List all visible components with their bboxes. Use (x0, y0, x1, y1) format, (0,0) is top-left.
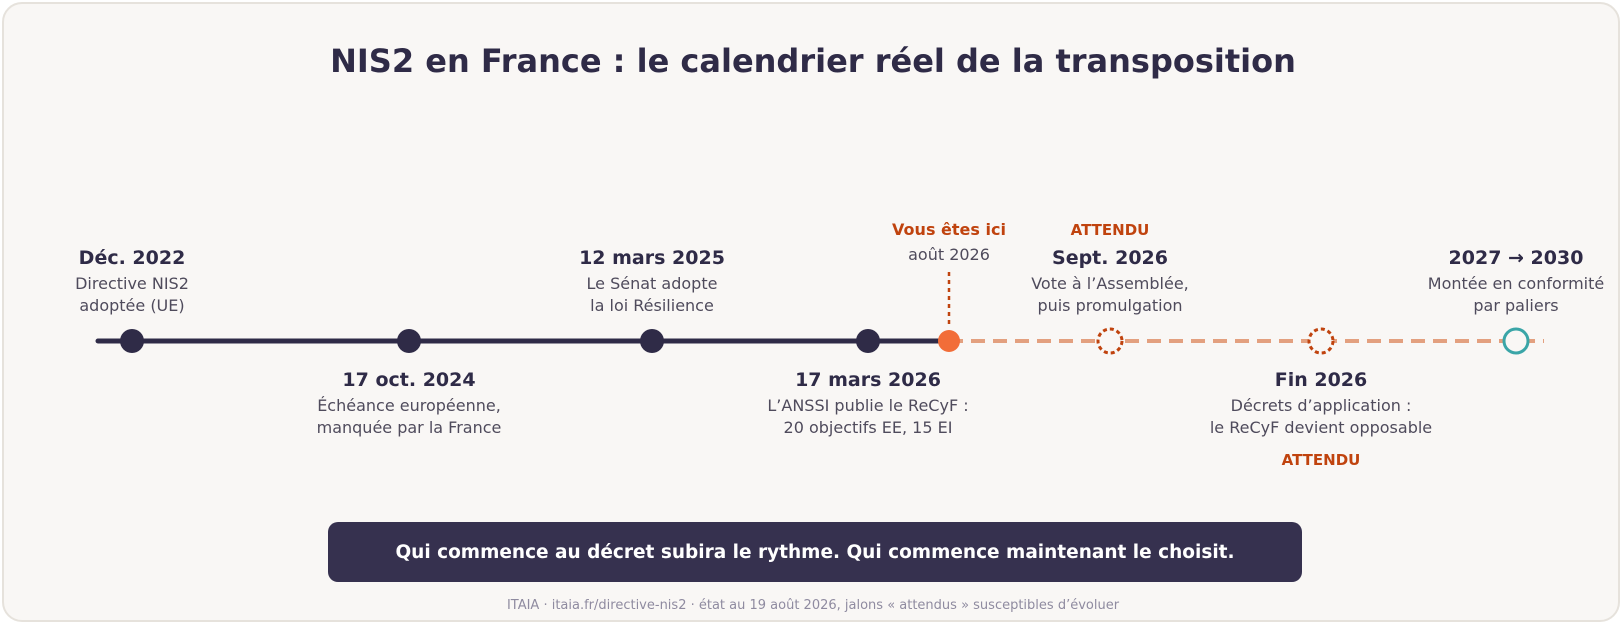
milestone: Fin 2026 Décrets d’application : le ReCyF… (1171, 369, 1471, 469)
footer-note: ITAIA · itaia.fr/directive-nis2 · état a… (506, 598, 1120, 613)
milestone-date: Déc. 2022 (78, 247, 186, 269)
here-date: août 2026 (908, 245, 990, 264)
milestone-dot-expected (1096, 327, 1124, 355)
milestone: 2027 → 2030 Montée en conformité par pali… (1366, 247, 1624, 317)
milestone-description: Montée en conformité par paliers (1427, 274, 1605, 315)
call-to-action-banner: Qui commence au décret subira le rythme.… (328, 522, 1302, 582)
milestone-description: Directive NIS2 adoptée (UE) (75, 274, 189, 315)
page-title: NIS2 en France : le calendrier réel de l… (330, 42, 1296, 80)
milestone-date: 12 mars 2025 (579, 247, 725, 269)
milestone-dot-expected (1307, 327, 1335, 355)
milestone: Déc. 2022 Directive NIS2 adoptée (UE) (0, 247, 282, 317)
milestone-description: L’ANSSI publie le ReCyF : 20 objectifs E… (767, 396, 969, 437)
timeline-track (95, 272, 1544, 355)
milestone-date: Fin 2026 (1274, 369, 1368, 391)
milestone-dot-final (1502, 327, 1530, 355)
milestone: 17 mars 2026 L’ANSSI publie le ReCyF : 20… (718, 369, 1018, 439)
milestone-dot-done (640, 329, 664, 353)
milestone-date: 17 mars 2026 (795, 369, 941, 391)
milestone-status-badge: ATTENDU (1070, 221, 1150, 239)
milestone-date: 2027 → 2030 (1448, 247, 1584, 269)
timeline-card: NIS2 en France : le calendrier réel de l… (2, 2, 1620, 622)
milestone: 12 mars 2025 Le Sénat adopte la loi Résil… (502, 247, 802, 317)
milestone-description: Décrets d’application : le ReCyF devient… (1209, 396, 1433, 437)
here-label: Vous êtes ici (892, 220, 1006, 239)
milestone-description: Vote à l’Assemblée, puis promulgation (1031, 274, 1189, 315)
milestone-dot-done (397, 329, 421, 353)
milestone-description: Le Sénat adopte la loi Résilience (586, 274, 718, 315)
milestone-status-badge: ATTENDU (1281, 451, 1361, 469)
milestone-dot-done (120, 329, 144, 353)
milestone-dot-done (856, 329, 880, 353)
milestone-date: 17 oct. 2024 (342, 369, 476, 391)
milestone: ATTENDU Sept. 2026 Vote à l’Assemblée, pui… (960, 221, 1260, 317)
milestone: 17 oct. 2024 Échéance européenne, manquée… (259, 369, 559, 439)
current-position-dot (938, 330, 960, 352)
milestone-description: Échéance européenne, manquée par la Fran… (316, 396, 502, 437)
here-marker-label: Vous êtes ici août 2026 (799, 220, 1099, 264)
milestone-date: Sept. 2026 (1052, 247, 1168, 269)
